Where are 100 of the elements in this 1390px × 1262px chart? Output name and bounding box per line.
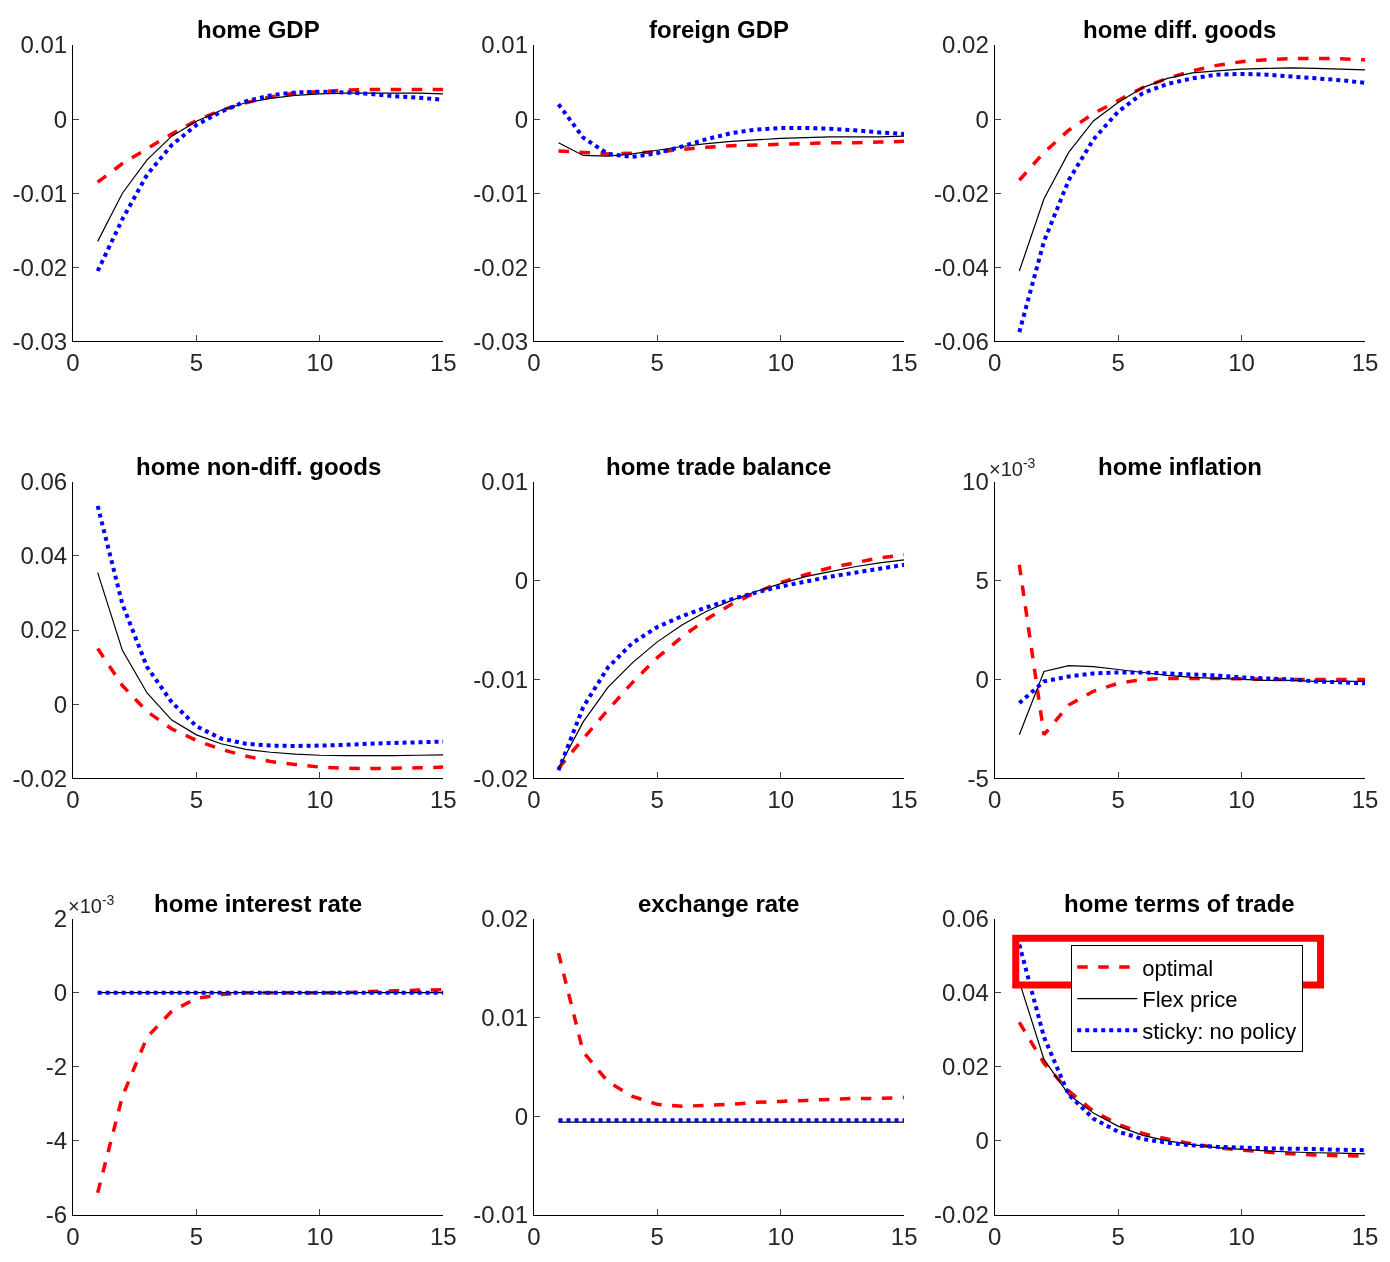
- y-tick-label: 0: [975, 665, 989, 693]
- chart-title: home terms of trade: [1064, 890, 1295, 917]
- y-tick-label: 0: [975, 105, 989, 133]
- x-tick-label: 15: [1351, 786, 1379, 813]
- y-tick-label: 0: [53, 690, 68, 718]
- x-tick-label: 15: [430, 786, 457, 813]
- x-tick-label: 10: [767, 1222, 795, 1250]
- x-tick-label: 10: [1228, 1222, 1255, 1250]
- x-tick-label: 15: [1351, 1222, 1379, 1250]
- x-tick-label: 15: [1351, 349, 1379, 377]
- y-tick-label: -0.02: [473, 253, 529, 281]
- y-tick-label: 0: [514, 1102, 529, 1130]
- x-tick-label: 15: [890, 349, 918, 377]
- y-tick-label: -6: [45, 1201, 68, 1229]
- line-series: [557, 135, 905, 157]
- y-tick-label: 0: [975, 1127, 989, 1155]
- y-tick-label: -2: [45, 1053, 68, 1081]
- y-tick-label: 0: [514, 105, 529, 133]
- chart-title: exchange rate: [638, 890, 800, 917]
- y-tick-label: -0.02: [934, 1201, 989, 1229]
- y-tick-label: -0.01: [473, 1201, 529, 1229]
- y-tick-label: -0.02: [934, 179, 989, 207]
- y-tick-label: 0.06: [20, 468, 68, 496]
- x-tick-label: 5: [650, 786, 664, 813]
- y-tick-label: -0.01: [12, 179, 68, 207]
- y-tick-label: 0: [53, 105, 68, 133]
- x-tick-label: 15: [890, 786, 918, 813]
- y-tick-label: -0.01: [473, 179, 529, 207]
- chart-title: home non-diff. goods: [136, 453, 382, 480]
- y-tick-label: 2: [53, 905, 68, 932]
- x-tick-label: 10: [306, 1222, 334, 1250]
- y-tick-label: 0.02: [481, 905, 529, 932]
- y-tick-label: 0.01: [481, 31, 529, 59]
- line-series: [95, 503, 444, 748]
- x-tick-label: 5: [189, 1222, 204, 1250]
- x-tick-label: 5: [1111, 349, 1125, 377]
- line-series: [556, 139, 905, 156]
- y-tick-label: 0.01: [481, 1003, 529, 1031]
- text: ×10$^{-3}$: [989, 455, 1036, 481]
- line-series: [1017, 563, 1365, 737]
- x-tick-label: 10: [767, 349, 795, 377]
- y-tick-label: 10: [962, 468, 989, 496]
- y-tick-label: -0.03: [12, 327, 68, 355]
- line-series: [97, 571, 444, 757]
- y-tick-label: 0: [53, 979, 68, 1007]
- y-tick-label: -0.04: [934, 253, 989, 281]
- y-tick-label: -0.01: [473, 665, 529, 693]
- x-tick-label: 10: [1228, 786, 1255, 813]
- legend-label: sticky: no policy: [1142, 1018, 1297, 1044]
- y-tick-label: -0.02: [473, 764, 529, 792]
- legend-label: optimal: [1142, 955, 1214, 981]
- line-series: [95, 987, 444, 1195]
- y-tick-label: 0.02: [942, 1053, 989, 1081]
- x-tick-label: 15: [430, 349, 457, 377]
- y-tick-label: 0.02: [942, 31, 989, 59]
- y-tick-label: -4: [45, 1127, 68, 1155]
- x-tick-label: 5: [1111, 786, 1125, 813]
- x-tick-label: 5: [650, 349, 664, 377]
- x-tick-label: 10: [306, 349, 334, 377]
- text: ×10$^{-3}$: [68, 892, 115, 918]
- y-tick-label: 0: [514, 567, 529, 594]
- line-series: [1017, 670, 1365, 706]
- line-series: [95, 87, 444, 184]
- y-tick-label: -0.02: [12, 764, 68, 792]
- x-tick-label: 5: [650, 1222, 664, 1250]
- line-series: [95, 646, 444, 771]
- chart-title: home inflation: [1098, 453, 1262, 480]
- x-tick-label: 10: [767, 786, 795, 813]
- line-series: [1018, 67, 1365, 272]
- line-series: [556, 951, 905, 1109]
- line-series: [1017, 942, 1365, 1153]
- y-tick-label: 0.02: [20, 616, 68, 644]
- y-tick-label: -0.06: [934, 327, 989, 355]
- legend-label: Flex price: [1142, 987, 1238, 1013]
- x-tick-label: 5: [1111, 1222, 1125, 1250]
- y-tick-label: 0.01: [481, 468, 529, 496]
- x-tick-label: 10: [306, 786, 334, 813]
- line-series: [1018, 664, 1365, 736]
- y-tick-label: 0.06: [942, 905, 989, 932]
- chart-title: foreign GDP: [649, 16, 790, 43]
- chart-title: home trade balance: [606, 453, 832, 480]
- y-tick-label: 0.04: [942, 979, 989, 1007]
- y-tick-label: -0.03: [473, 327, 529, 355]
- chart-title: home GDP: [197, 16, 320, 43]
- x-tick-label: 15: [430, 1222, 457, 1250]
- x-tick-label: 5: [189, 349, 204, 377]
- y-tick-label: 5: [975, 567, 989, 594]
- line-series: [556, 102, 905, 159]
- line-series: [1017, 56, 1365, 182]
- line-series: [1017, 71, 1365, 335]
- y-tick-label: -0.02: [12, 253, 68, 281]
- y-tick-label: -5: [967, 764, 989, 792]
- y-tick-label: 0.04: [20, 542, 68, 570]
- x-tick-label: 15: [890, 1222, 918, 1250]
- line-series: [97, 92, 444, 242]
- x-tick-label: 10: [1228, 349, 1255, 377]
- chart-title: home interest rate: [154, 890, 363, 917]
- chart-title: home diff. goods: [1083, 16, 1277, 43]
- y-tick-label: 0.01: [20, 31, 68, 59]
- x-tick-label: 5: [189, 786, 204, 813]
